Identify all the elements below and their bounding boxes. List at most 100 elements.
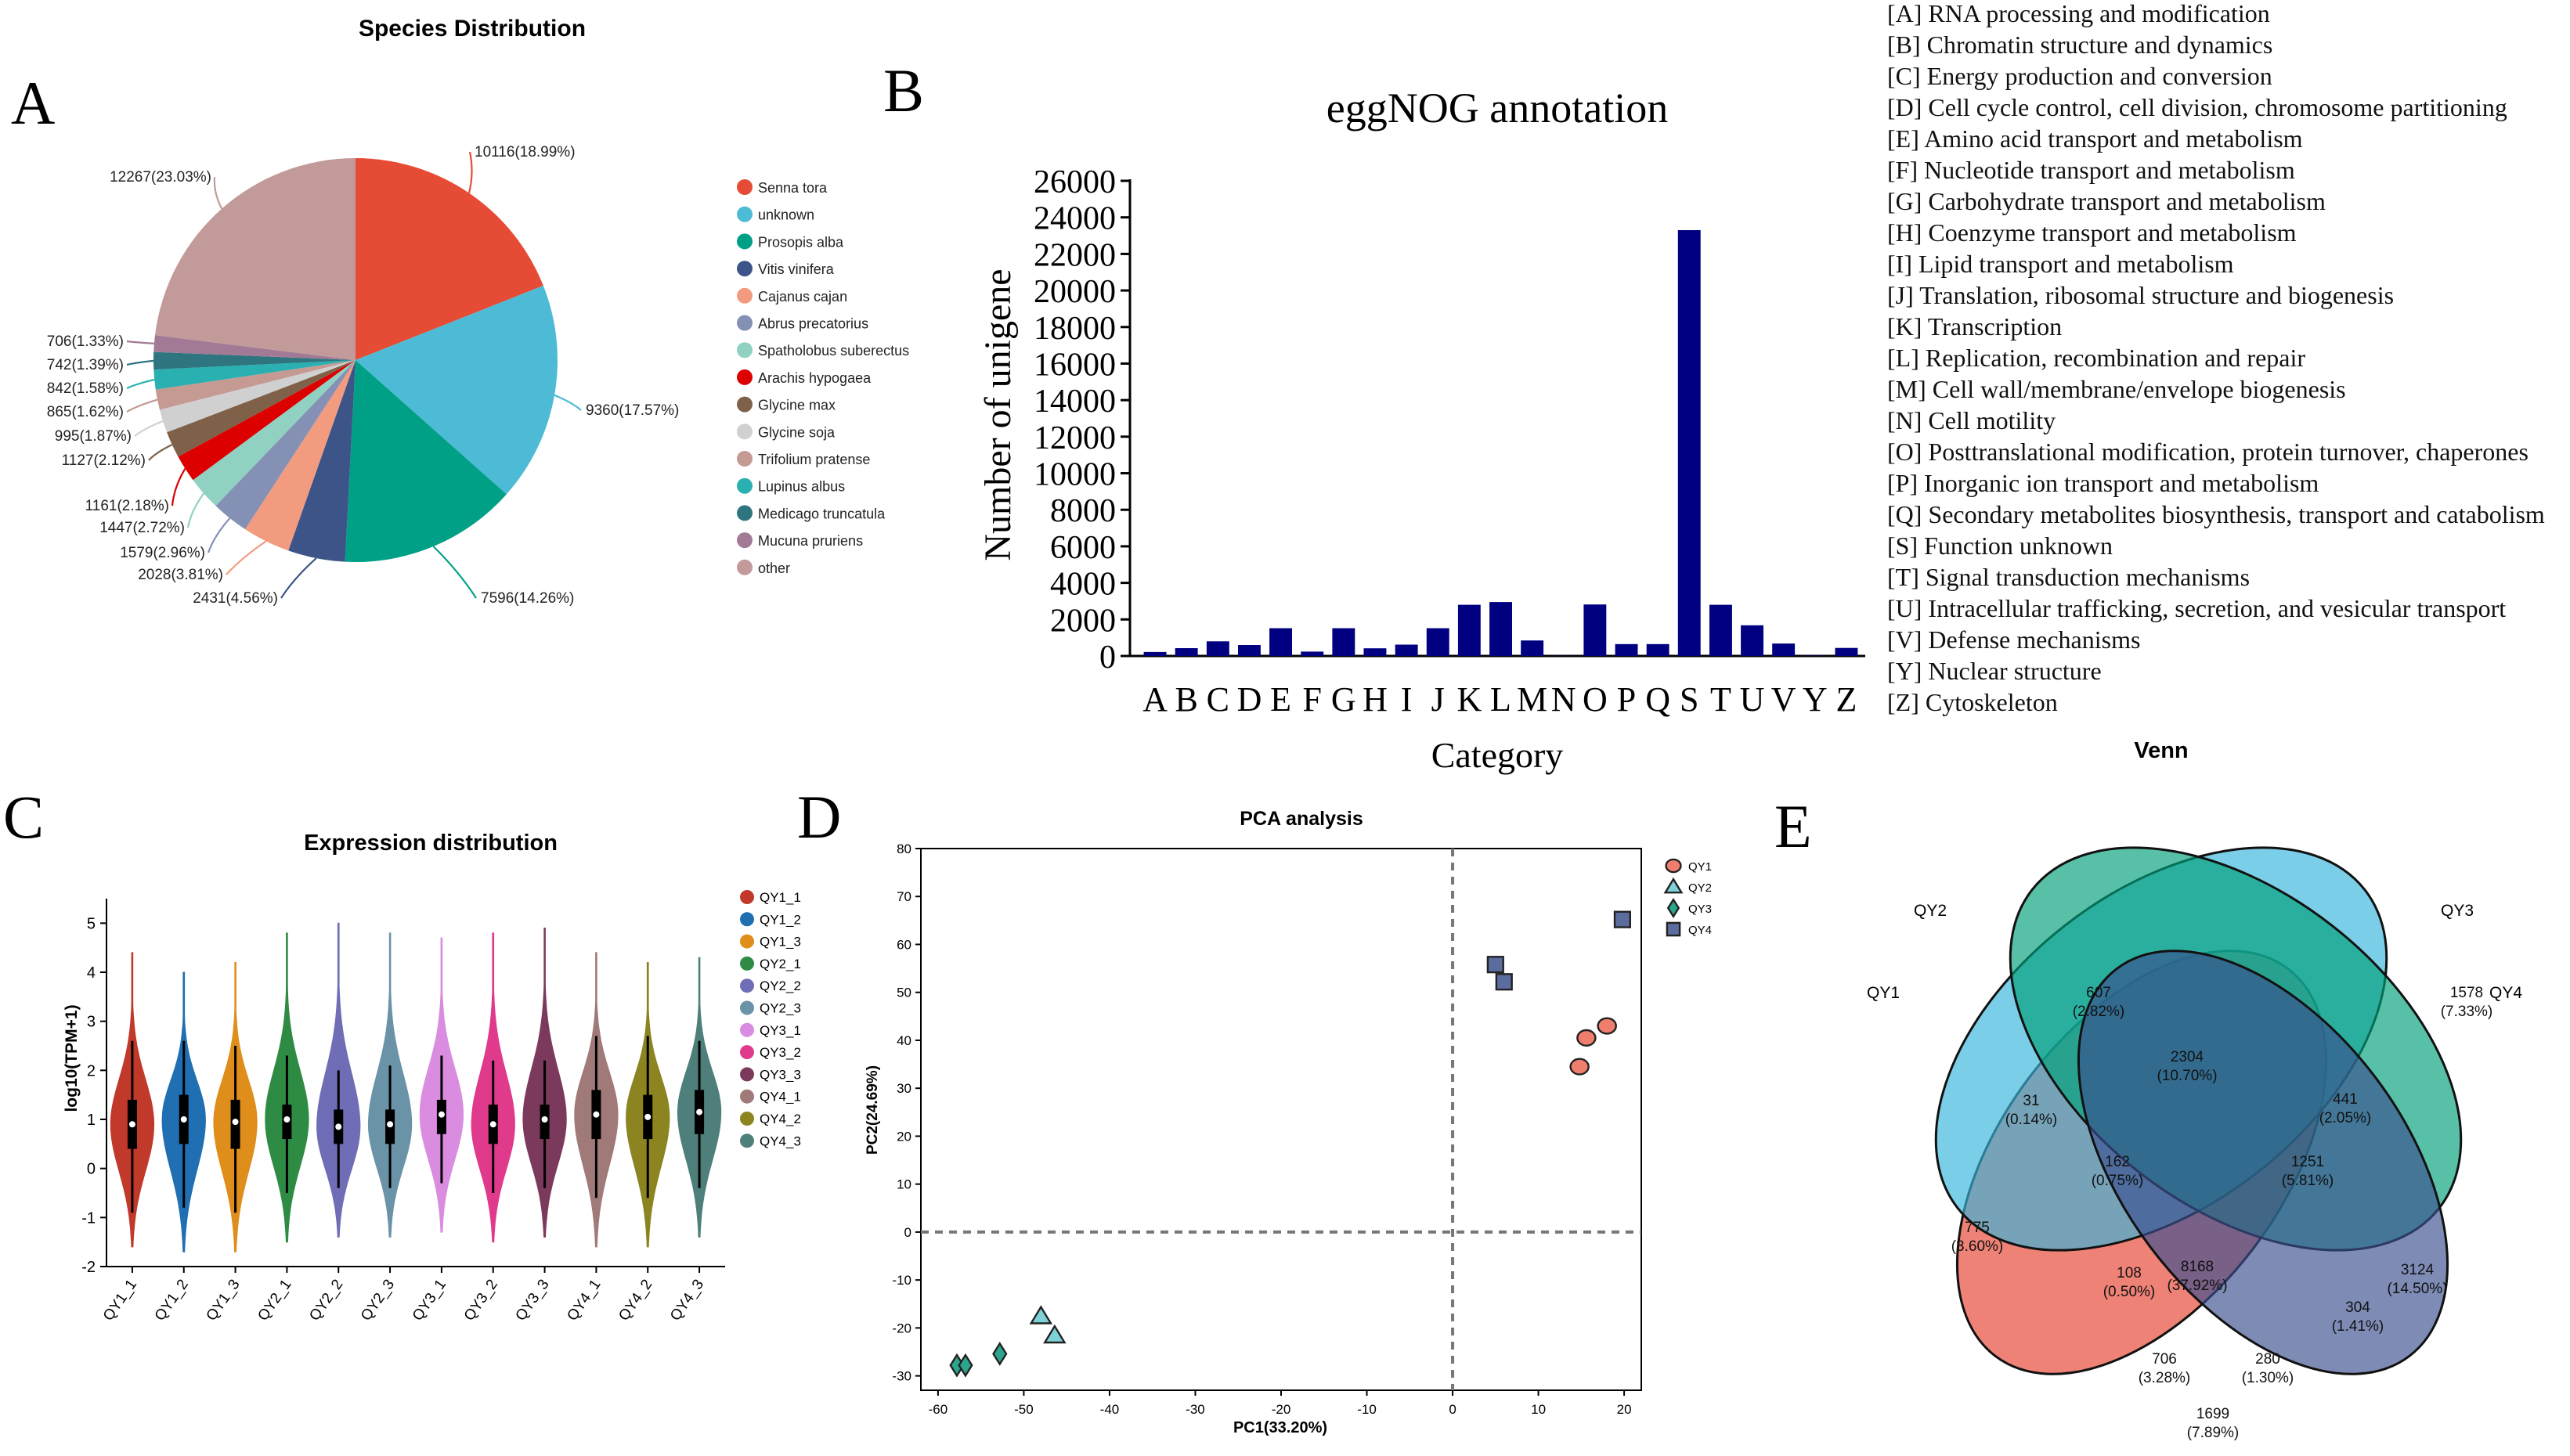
bar-k bbox=[1457, 604, 1481, 656]
violin-x-tick-label: QY2_2 bbox=[306, 1277, 346, 1324]
category-legend-item: [I] Lipid transport and metabolism bbox=[1887, 250, 2234, 278]
panel-letter-a: A bbox=[11, 69, 55, 137]
category-legend-item: [F] Nucleotide transport and metabolism bbox=[1887, 156, 2295, 184]
category-legend-item: [G] Carbohydrate transport and metabolis… bbox=[1887, 187, 2326, 215]
violin-legend-label: QY4_2 bbox=[760, 1112, 801, 1126]
violin-legend-label: QY2_3 bbox=[760, 1001, 801, 1016]
pie-slice bbox=[215, 360, 356, 530]
pca-point-qy2 bbox=[1029, 1305, 1053, 1324]
bar-i bbox=[1395, 644, 1418, 656]
pie-legend-label: Glycine soja bbox=[758, 424, 836, 440]
violin-x-tick-label: QY4_2 bbox=[615, 1277, 655, 1324]
pie-leader-line bbox=[207, 517, 231, 553]
bar-x-axis-label: Category bbox=[1431, 735, 1564, 775]
pie-legend-swatch bbox=[737, 369, 753, 385]
violin-x-tick-label: QY2_1 bbox=[254, 1277, 294, 1324]
violin-legend-swatch bbox=[740, 912, 754, 927]
venn-region-count: 706 bbox=[2152, 1351, 2177, 1368]
bar-p bbox=[1615, 643, 1638, 656]
category-legend-item: [A] RNA processing and modification bbox=[1887, 0, 2270, 27]
bar-x-tick-label: Z bbox=[1835, 680, 1857, 719]
pie-slice-label: 12267(23.03%) bbox=[110, 169, 211, 186]
bar-y-tick-label: 12000 bbox=[1034, 420, 1116, 456]
pie-legend-label: Spatholobus suberectus bbox=[758, 343, 909, 359]
pca-y-axis-label: PC2(24.69%) bbox=[864, 1065, 881, 1155]
pca-y-tick-label: 20 bbox=[897, 1129, 911, 1144]
pca-y-tick-label: 80 bbox=[897, 842, 911, 856]
venn-region-percent: (5.81%) bbox=[2282, 1173, 2334, 1189]
pie-slice-label: 742(1.39%) bbox=[47, 357, 124, 373]
pca-x-tick-label: -10 bbox=[1357, 1402, 1377, 1417]
pca-legend-swatch bbox=[1666, 921, 1681, 937]
bar-a bbox=[1143, 651, 1167, 656]
bar-v bbox=[1772, 643, 1796, 656]
bar-x-tick-label: O bbox=[1583, 680, 1608, 719]
pie-legend-swatch bbox=[737, 287, 753, 304]
venn-region-percent: (0.50%) bbox=[2103, 1284, 2156, 1300]
bar-e bbox=[1269, 628, 1292, 656]
category-legend-item: [P] Inorganic ion transport and metaboli… bbox=[1887, 469, 2319, 497]
pie-slice bbox=[153, 351, 356, 370]
violin-y-tick-label: 4 bbox=[87, 964, 96, 982]
pie-legend-label: Lupinus albus bbox=[758, 479, 845, 495]
category-legend-item: [O] Posttranslational modification, prot… bbox=[1887, 438, 2528, 466]
venn-region-count: 108 bbox=[2117, 1265, 2142, 1281]
violin-legend-swatch bbox=[740, 956, 754, 971]
violin-median bbox=[541, 1116, 548, 1123]
pie-slice-label: 842(1.58%) bbox=[47, 380, 124, 397]
category-legend: [A] RNA processing and modification [B] C… bbox=[1887, 0, 2545, 716]
violin-median bbox=[128, 1121, 135, 1128]
bar-y-tick-label: 6000 bbox=[1050, 530, 1116, 566]
venn-region-percent: (37.92%) bbox=[2167, 1278, 2227, 1294]
bar-u bbox=[1741, 625, 1763, 656]
pie-legend-label: Glycine max bbox=[758, 398, 836, 413]
bar-b bbox=[1175, 648, 1198, 656]
pca-y-tick-label: 70 bbox=[897, 889, 911, 904]
category-legend-item: [K] Transcription bbox=[1887, 312, 2062, 341]
pie-slice-label: 7596(14.26%) bbox=[481, 590, 574, 607]
violin-legend-swatch bbox=[740, 934, 754, 949]
pie-legend-swatch bbox=[737, 315, 753, 331]
pie-legend-swatch bbox=[737, 478, 753, 494]
violin-legend-label: QY3_3 bbox=[760, 1067, 801, 1082]
pie-legend-swatch bbox=[737, 261, 753, 277]
bar-y-tick-label: 22000 bbox=[1034, 237, 1116, 273]
category-legend-item: [C] Energy production and conversion bbox=[1887, 62, 2272, 90]
pie-slice-label: 995(1.87%) bbox=[55, 428, 132, 445]
violin-median bbox=[696, 1108, 703, 1115]
bar-z bbox=[1835, 647, 1858, 656]
violin-legend-swatch bbox=[740, 1133, 754, 1148]
pie-leader-line bbox=[226, 540, 267, 575]
venn-region-count: 2304 bbox=[2171, 1049, 2204, 1065]
panel-letter-b: B bbox=[883, 56, 924, 124]
panel-letter-e: E bbox=[1774, 792, 1812, 860]
pie-leader-line bbox=[554, 394, 582, 411]
violin-shapes bbox=[110, 922, 722, 1252]
bar-x-tick-label: C bbox=[1207, 680, 1229, 719]
pie-slice-label: 2028(3.81%) bbox=[138, 567, 223, 583]
pca-axes: -60 -50 -40 -30 -20 -10 0 10 20 -30 -20 -10 0 10 20 30 4… bbox=[892, 842, 1642, 1417]
pie-leader-line bbox=[126, 398, 158, 413]
category-legend-item: [D] Cell cycle control, cell division, c… bbox=[1887, 93, 2507, 121]
violin-x-tick-label: QY4_1 bbox=[564, 1277, 604, 1324]
venn-region-counts: 775 (3.60%) 607 (2.82%) 1578 (7.33%) 3124 (14.5… bbox=[1951, 985, 2493, 1441]
pie-legend-label: Arachis hypogaea bbox=[758, 370, 872, 386]
pca-frame bbox=[920, 848, 1642, 1391]
venn-region-count: 162 bbox=[2105, 1154, 2130, 1170]
venn-region-percent: (1.41%) bbox=[2332, 1318, 2384, 1335]
venn-label-qy4: QY4 bbox=[2489, 984, 2522, 1002]
pie-leader-line bbox=[213, 176, 223, 210]
pie-legend-swatch bbox=[737, 532, 753, 549]
bar-h bbox=[1363, 648, 1387, 656]
bar-y-tick-label: 2000 bbox=[1050, 603, 1116, 639]
pie-legend-swatch bbox=[737, 396, 753, 413]
bar-y-tick-label: 14000 bbox=[1034, 384, 1116, 420]
pie-slice bbox=[153, 360, 356, 390]
venn-region-count: 280 bbox=[2255, 1351, 2280, 1368]
pie-leader-line bbox=[134, 420, 164, 437]
venn-region-count: 1699 bbox=[2196, 1406, 2229, 1422]
violin-legend-swatch bbox=[740, 1067, 754, 1082]
bar-l bbox=[1489, 602, 1512, 656]
bar-d bbox=[1238, 645, 1261, 656]
violin-x-tick-label: QY3_2 bbox=[461, 1277, 501, 1324]
